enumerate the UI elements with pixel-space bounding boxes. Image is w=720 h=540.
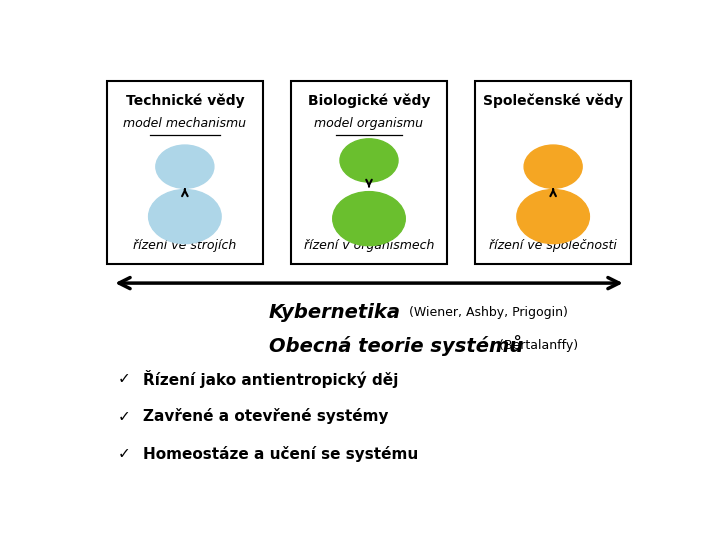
Circle shape <box>148 190 221 244</box>
Text: Homeostáze a učení se systému: Homeostáze a učení se systému <box>143 446 418 462</box>
Text: ✓: ✓ <box>118 409 130 424</box>
Text: Technické vědy: Technické vědy <box>125 94 244 109</box>
Text: ✓: ✓ <box>118 371 130 386</box>
Text: (Wiener, Ashby, Prigogin): (Wiener, Ashby, Prigogin) <box>405 306 568 319</box>
Text: řízení v organismech: řízení v organismech <box>304 239 434 252</box>
FancyBboxPatch shape <box>475 82 631 265</box>
Circle shape <box>517 190 590 244</box>
FancyBboxPatch shape <box>291 82 447 265</box>
Circle shape <box>524 145 582 188</box>
Text: Obecná teorie systémů: Obecná teorie systémů <box>269 335 523 356</box>
Circle shape <box>156 145 214 188</box>
Circle shape <box>340 139 398 182</box>
Text: Řízení jako antientropický děj: Řízení jako antientropický děj <box>143 370 398 388</box>
Text: řízení ve strojích: řízení ve strojích <box>133 239 236 252</box>
FancyBboxPatch shape <box>107 82 263 265</box>
Text: Biologické vědy: Biologické vědy <box>308 94 430 109</box>
Text: řízení ve společnosti: řízení ve společnosti <box>489 239 617 252</box>
Text: Zavřené a otevřené systémy: Zavřené a otevřené systémy <box>143 408 389 424</box>
Text: model mechanismu: model mechanismu <box>123 117 246 130</box>
Text: Kybernetika: Kybernetika <box>269 303 400 322</box>
Text: ✓: ✓ <box>118 446 130 461</box>
Text: Společenské vědy: Společenské vědy <box>483 94 623 109</box>
Text: (Bertalanffy): (Bertalanffy) <box>495 339 577 352</box>
Text: model organismu: model organismu <box>315 117 423 130</box>
Circle shape <box>333 192 405 246</box>
